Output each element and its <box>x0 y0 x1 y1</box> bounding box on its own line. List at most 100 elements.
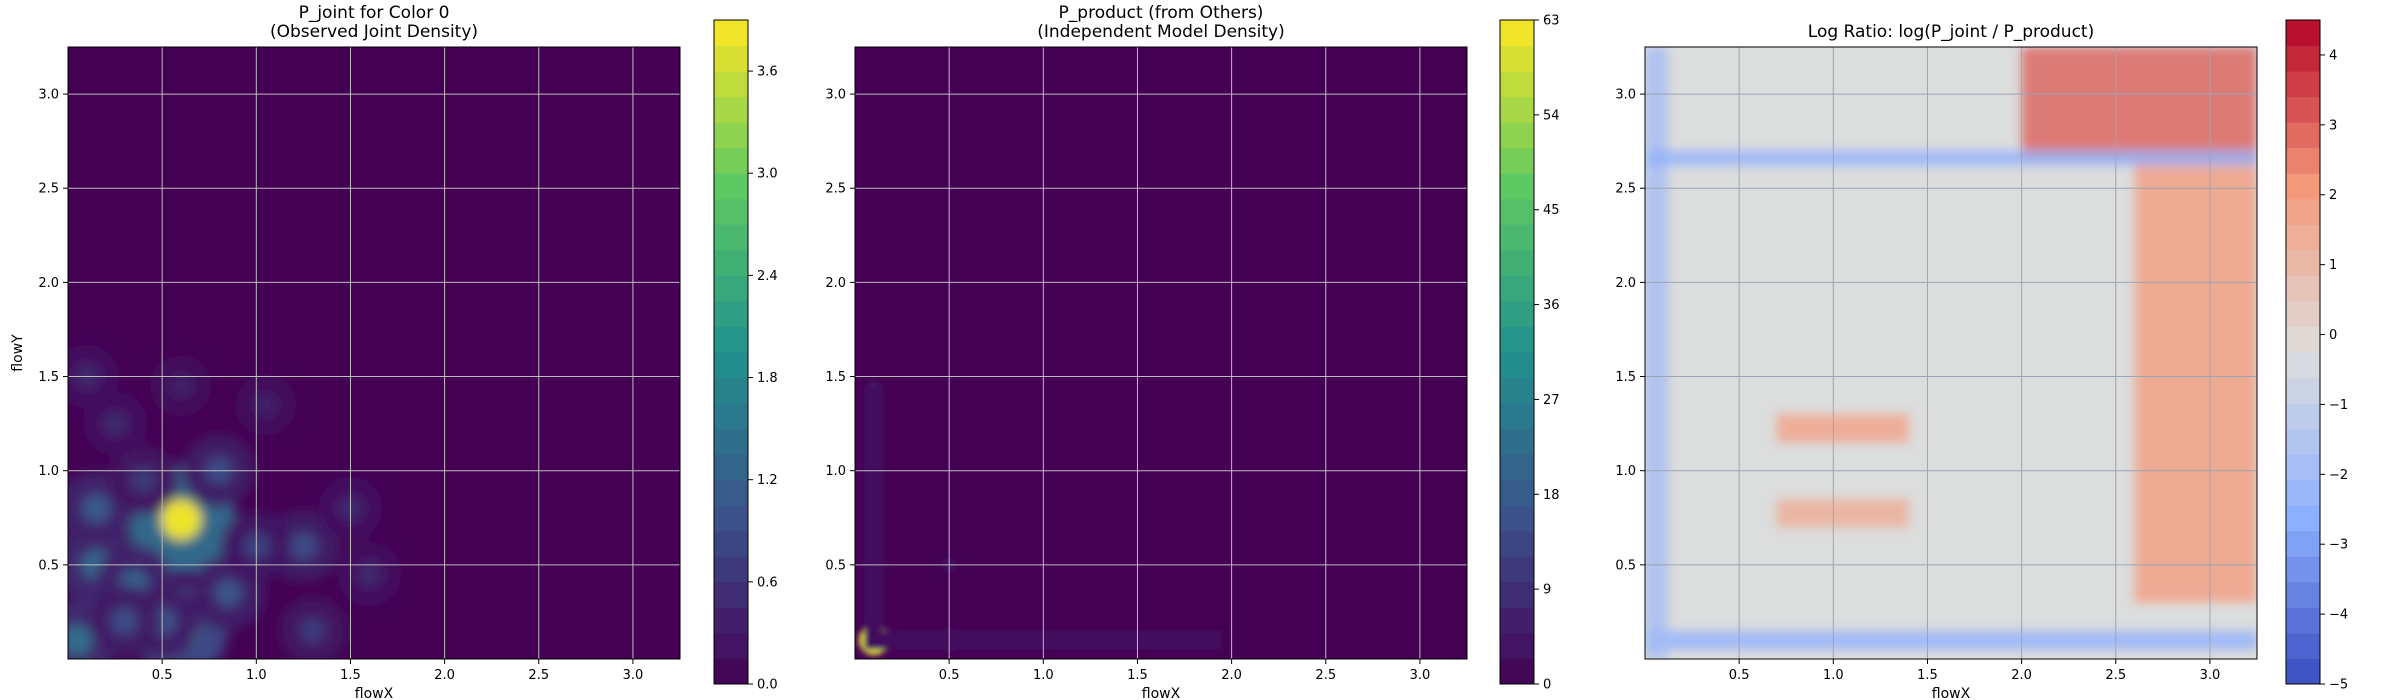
colorbar-band-17 <box>714 224 748 251</box>
colorbar-band-25 <box>714 20 748 47</box>
colorbar-band-24 <box>2286 45 2320 72</box>
panel3-x-label: flowX <box>1932 686 1971 700</box>
x-tick-label-0: 0.5 <box>939 668 960 683</box>
colorbar-band-22 <box>2286 96 2320 123</box>
colorbar-tick-label-9: 4 <box>2329 48 2337 63</box>
colorbar-band-15 <box>714 275 748 302</box>
x-tick-label-5: 3.0 <box>623 668 644 683</box>
panel2-title-line2: (Independent Model Density) <box>1037 22 1285 42</box>
panel1-y-label: flowY <box>10 334 26 372</box>
colorbar-band-8 <box>1500 454 1534 481</box>
colorbar-tick-label-6: 3.6 <box>757 65 778 80</box>
ratio-region-1 <box>2134 159 2257 603</box>
x-tick-label-4: 2.5 <box>2105 668 2126 683</box>
density-hotspot-8 <box>289 532 317 560</box>
colorbar-band-1 <box>2286 632 2320 659</box>
x-tick-label-3: 2.0 <box>2011 668 2032 683</box>
y-tick-label-2: 1.5 <box>1615 370 1636 385</box>
colorbar-band-17 <box>2286 224 2320 251</box>
colorbar-band-6 <box>1500 505 1534 532</box>
colorbar-band-22 <box>714 96 748 123</box>
colorbar-tick-label-2: 1.2 <box>757 473 778 488</box>
colorbar-band-13 <box>714 326 748 353</box>
colorbar-band-9 <box>2286 428 2320 455</box>
x-tick-label-1: 1.0 <box>246 668 267 683</box>
ratio-region-2 <box>1645 630 2257 650</box>
x-tick-label-5: 3.0 <box>2200 668 2221 683</box>
density-hotspot-9 <box>300 617 326 644</box>
colorbar-band-0 <box>1500 658 1534 685</box>
colorbar-band-7 <box>714 479 748 506</box>
colorbar-tick-label-1: −4 <box>2329 608 2348 623</box>
colorbar-tick-label-4: 2.4 <box>757 269 778 284</box>
panel3-y-ticks: 0.5 1.0 1.5 2.0 2.5 3.0 <box>1615 88 1645 573</box>
colorbar-band-4 <box>714 556 748 583</box>
colorbar-band-5 <box>714 530 748 557</box>
colorbar-band-18 <box>2286 198 2320 225</box>
colorbar-band-4 <box>1500 556 1534 583</box>
colorbar-band-11 <box>2286 377 2320 404</box>
colorbar-band-15 <box>1500 275 1534 302</box>
colorbar-band-9 <box>1500 428 1534 455</box>
ratio-region-6 <box>1776 498 1909 528</box>
colorbar-band-23 <box>2286 71 2320 98</box>
colorbar-band-0 <box>714 658 748 685</box>
x-tick-label-1: 1.0 <box>1033 668 1054 683</box>
panel1-density-marks <box>68 344 402 659</box>
colorbar-tick-label-6: 1 <box>2329 258 2337 273</box>
colorbar-band-16 <box>1500 249 1534 276</box>
x-tick-label-2: 1.5 <box>340 668 361 683</box>
colorbar-band-10 <box>1500 403 1534 430</box>
colorbar-band-17 <box>1500 224 1534 251</box>
colorbar-tick-label-3: −2 <box>2329 468 2348 483</box>
colorbar-tick-label-3: 1.8 <box>757 371 778 386</box>
colorbar-tick-label-5: 45 <box>1543 203 1560 218</box>
density-hotspot-13 <box>103 411 128 436</box>
colorbar-tick-label-0: 0 <box>1543 678 1551 693</box>
panel1-title-line1: P_joint for Color 0 <box>299 3 450 23</box>
density-hotspot-2 <box>68 625 93 656</box>
colorbar-band-18 <box>714 198 748 225</box>
y-tick-label-3: 2.0 <box>1615 276 1636 291</box>
colorbar-band-25 <box>2286 20 2320 47</box>
x-tick-label-0: 0.5 <box>152 668 173 683</box>
density-hotspot-5 <box>82 494 111 523</box>
ratio-region-4 <box>1645 150 2257 166</box>
colorbar-band-4 <box>2286 556 2320 583</box>
colorbar-band-24 <box>1500 45 1534 72</box>
panel-product-density: P_product (from Others) (Independent Mod… <box>825 3 1559 700</box>
density-hotspot-6 <box>214 579 242 607</box>
panel1-x-label: flowX <box>355 686 394 700</box>
y-tick-label-2: 1.5 <box>825 370 846 385</box>
colorbar-band-5 <box>2286 530 2320 557</box>
y-tick-label-2: 1.5 <box>38 370 59 385</box>
colorbar-band-8 <box>714 454 748 481</box>
panel2-grid <box>855 47 1467 659</box>
colorbar-band-20 <box>2286 147 2320 174</box>
panel-joint-density: P_joint for Color 0 (Observed Joint Dens… <box>10 3 778 700</box>
colorbar-band-8 <box>2286 454 2320 481</box>
x-tick-label-1: 1.0 <box>1823 668 1844 683</box>
colorbar-band-15 <box>2286 275 2320 302</box>
density-streak-vertical <box>864 385 884 650</box>
panel-log-ratio: Log Ratio: log(P_joint / P_product) 0.5 1… <box>1615 19 2348 700</box>
colorbar-band-23 <box>1500 71 1534 98</box>
colorbar-tick-label-2: 18 <box>1543 488 1560 503</box>
colorbar-band-2 <box>714 607 748 634</box>
x-tick-label-3: 2.0 <box>1221 668 1242 683</box>
colorbar-band-25 <box>1500 20 1534 47</box>
y-tick-label-4: 2.5 <box>1615 182 1636 197</box>
colorbar-band-14 <box>1500 300 1534 327</box>
colorbar-tick-label-7: 63 <box>1543 14 1560 29</box>
density-hotspot-14 <box>169 374 193 398</box>
panel2-plot-area <box>855 47 1467 659</box>
x-tick-label-0: 0.5 <box>1729 668 1750 683</box>
panel2-x-label: flowX <box>1142 686 1181 700</box>
panel3-title: Log Ratio: log(P_joint / P_product) <box>1808 22 2094 42</box>
colorbar-tick-label-7: 2 <box>2329 188 2337 203</box>
y-tick-label-5: 3.0 <box>825 88 846 103</box>
colorbar-tick-label-5: 0 <box>2329 328 2337 343</box>
colorbar-band-11 <box>1500 377 1534 404</box>
colorbar-band-12 <box>2286 352 2320 379</box>
